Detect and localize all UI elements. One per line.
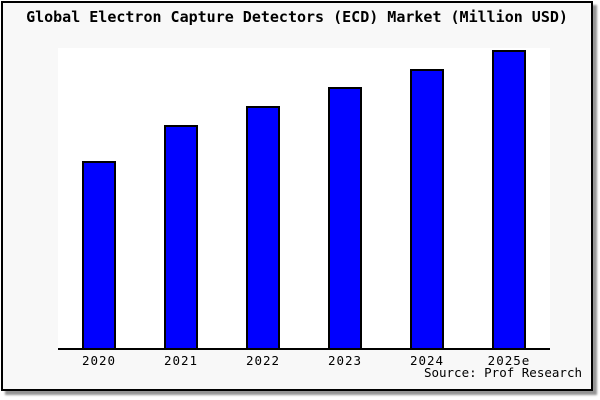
source-note: Source: Prof Research	[423, 365, 582, 380]
chart-title: Global Electron Capture Detectors (ECD) …	[26, 8, 568, 26]
bar-slot-2022	[222, 48, 304, 348]
bar-slot-2025e	[468, 48, 550, 348]
x-tick-label-2023: 2023	[327, 353, 363, 368]
x-tick-label-2020: 2020	[81, 353, 117, 368]
bar-slot-2023	[304, 48, 386, 348]
bar-slot-2024	[386, 48, 468, 348]
bar-2022	[246, 105, 280, 348]
chart-panel: Global Electron Capture Detectors (ECD) …	[1, 1, 593, 391]
bars	[58, 48, 550, 348]
bar-2023	[328, 86, 362, 348]
bar-2021	[164, 124, 198, 348]
x-axis-labels: 2020 2021 2022 2023 2024 2025e	[58, 353, 550, 368]
x-tick-label-2025e: 2025e	[487, 353, 531, 368]
bar-slot-2020	[58, 48, 140, 348]
bar-2020	[82, 161, 116, 348]
x-tick-label-2021: 2021	[163, 353, 199, 368]
bar-2024	[410, 68, 444, 348]
bar-2025e	[492, 50, 526, 348]
bar-slot-2021	[140, 48, 222, 348]
plot-area	[58, 48, 550, 350]
x-tick-label-2024: 2024	[409, 353, 445, 368]
x-tick-label-2022: 2022	[245, 353, 281, 368]
